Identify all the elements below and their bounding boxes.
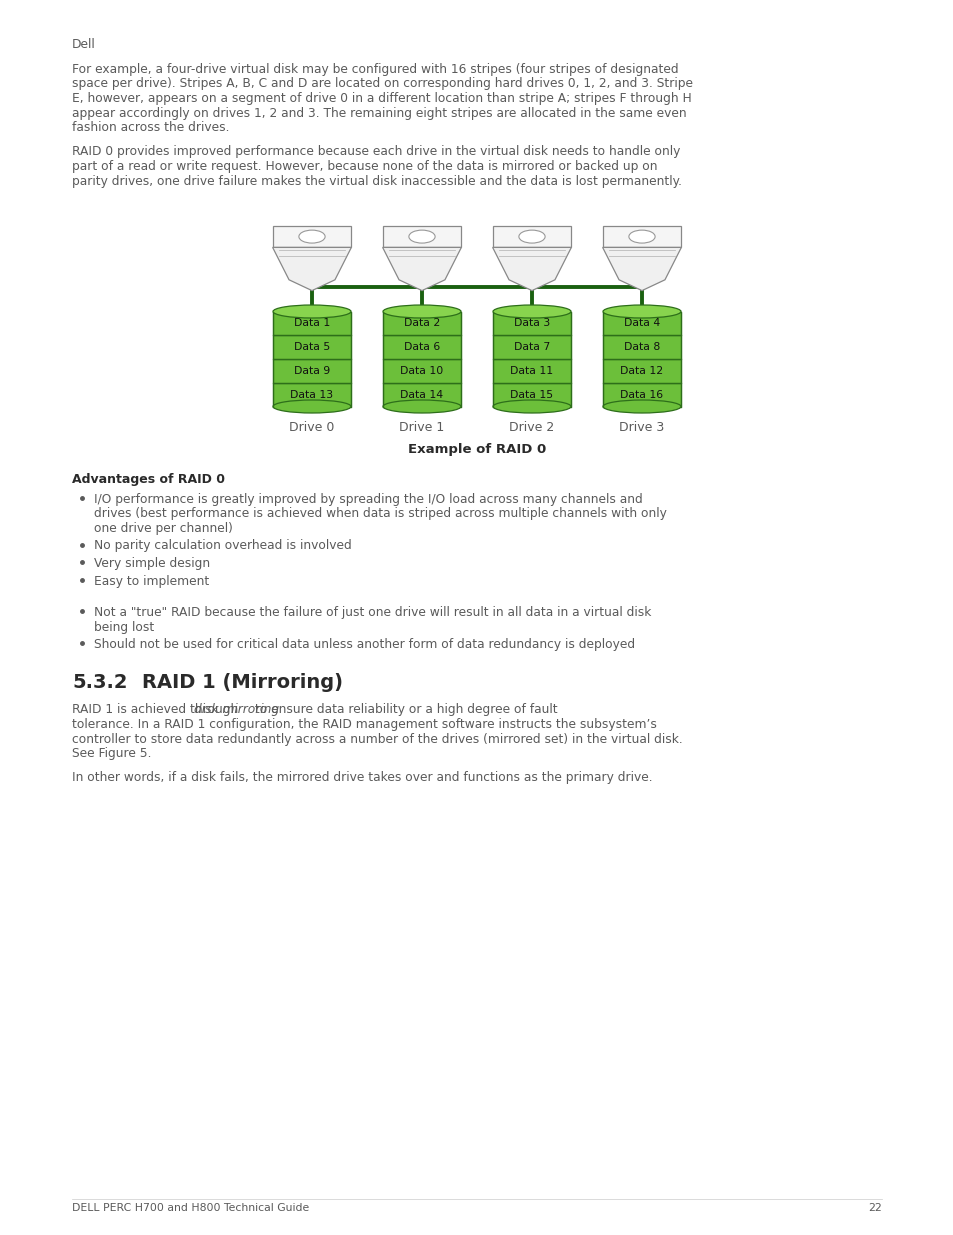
Polygon shape [493, 311, 571, 335]
Text: Drive 0: Drive 0 [289, 421, 335, 433]
Text: Data 2: Data 2 [403, 319, 439, 329]
Polygon shape [273, 359, 351, 383]
Text: Drive 2: Drive 2 [509, 421, 554, 433]
Text: Data 16: Data 16 [619, 389, 663, 400]
Text: Data 6: Data 6 [403, 342, 439, 352]
Text: E, however, appears on a segment of drive 0 in a different location than stripe : E, however, appears on a segment of driv… [71, 91, 691, 105]
Text: For example, a four-drive virtual disk may be configured with 16 stripes (four s: For example, a four-drive virtual disk m… [71, 63, 678, 77]
Polygon shape [382, 383, 460, 406]
Text: I/O performance is greatly improved by spreading the I/O load across many channe: I/O performance is greatly improved by s… [94, 493, 642, 506]
Polygon shape [273, 226, 351, 247]
Polygon shape [382, 335, 460, 359]
Polygon shape [602, 311, 680, 335]
Polygon shape [493, 335, 571, 359]
Ellipse shape [382, 400, 460, 412]
Polygon shape [602, 335, 680, 359]
Text: Data 14: Data 14 [400, 389, 443, 400]
Text: RAID 0 provides improved performance because each drive in the virtual disk need: RAID 0 provides improved performance bec… [71, 146, 679, 158]
Text: 5.3.2: 5.3.2 [71, 673, 128, 693]
Polygon shape [273, 247, 351, 290]
Text: appear accordingly on drives 1, 2 and 3. The remaining eight stripes are allocat: appear accordingly on drives 1, 2 and 3.… [71, 106, 686, 120]
Ellipse shape [273, 400, 351, 412]
Text: part of a read or write request. However, because none of the data is mirrored o: part of a read or write request. However… [71, 161, 657, 173]
Text: Not a "true" RAID because the failure of just one drive will result in all data : Not a "true" RAID because the failure of… [94, 606, 651, 619]
Ellipse shape [602, 305, 680, 317]
Text: Advantages of RAID 0: Advantages of RAID 0 [71, 473, 225, 487]
Text: Should not be used for critical data unless another form of data redundancy is d: Should not be used for critical data unl… [94, 638, 635, 651]
Ellipse shape [493, 400, 571, 412]
Ellipse shape [382, 305, 460, 317]
Ellipse shape [628, 230, 655, 243]
Text: RAID 1 (Mirroring): RAID 1 (Mirroring) [142, 673, 343, 693]
Text: Dell: Dell [71, 38, 95, 51]
Text: Data 5: Data 5 [294, 342, 330, 352]
Polygon shape [492, 247, 571, 290]
Text: tolerance. In a RAID 1 configuration, the RAID management software instructs the: tolerance. In a RAID 1 configuration, th… [71, 718, 657, 731]
Ellipse shape [493, 305, 571, 317]
Ellipse shape [518, 230, 544, 243]
Text: Data 7: Data 7 [514, 342, 550, 352]
Polygon shape [493, 383, 571, 406]
Polygon shape [382, 359, 460, 383]
Polygon shape [493, 359, 571, 383]
Text: space per drive). Stripes A, B, C and D are located on corresponding hard drives: space per drive). Stripes A, B, C and D … [71, 78, 692, 90]
Text: Data 1: Data 1 [294, 319, 330, 329]
Ellipse shape [298, 230, 325, 243]
Text: Drive 3: Drive 3 [618, 421, 664, 433]
Polygon shape [273, 335, 351, 359]
Text: 22: 22 [867, 1203, 882, 1213]
Text: In other words, if a disk fails, the mirrored drive takes over and functions as : In other words, if a disk fails, the mir… [71, 772, 652, 784]
Polygon shape [382, 311, 460, 335]
Ellipse shape [409, 230, 435, 243]
Text: controller to store data redundantly across a number of the drives (mirrored set: controller to store data redundantly acr… [71, 732, 682, 746]
Ellipse shape [602, 400, 680, 412]
Text: Data 11: Data 11 [510, 366, 553, 375]
Text: being lost: being lost [94, 620, 154, 634]
Text: Data 15: Data 15 [510, 389, 553, 400]
Text: Data 9: Data 9 [294, 366, 330, 375]
Text: to ensure data reliability or a high degree of fault: to ensure data reliability or a high deg… [251, 704, 558, 716]
Polygon shape [382, 226, 461, 247]
Text: See Figure 5.: See Figure 5. [71, 747, 152, 760]
Text: disk mirroring: disk mirroring [193, 704, 278, 716]
Text: Example of RAID 0: Example of RAID 0 [408, 443, 545, 456]
Text: Drive 1: Drive 1 [399, 421, 444, 433]
Text: one drive per channel): one drive per channel) [94, 522, 233, 535]
Polygon shape [602, 226, 680, 247]
Polygon shape [273, 383, 351, 406]
Text: No parity calculation overhead is involved: No parity calculation overhead is involv… [94, 540, 352, 552]
Text: fashion across the drives.: fashion across the drives. [71, 121, 230, 135]
Text: Data 8: Data 8 [623, 342, 659, 352]
Ellipse shape [273, 305, 351, 317]
Polygon shape [602, 247, 680, 290]
Text: Data 13: Data 13 [290, 389, 334, 400]
Text: Data 12: Data 12 [619, 366, 663, 375]
Polygon shape [382, 247, 461, 290]
Text: Very simple design: Very simple design [94, 557, 210, 571]
Text: Data 4: Data 4 [623, 319, 659, 329]
Text: Data 3: Data 3 [514, 319, 550, 329]
Polygon shape [602, 383, 680, 406]
Text: drives (best performance is achieved when data is striped across multiple channe: drives (best performance is achieved whe… [94, 508, 666, 520]
Polygon shape [492, 226, 571, 247]
Text: RAID 1 is achieved through: RAID 1 is achieved through [71, 704, 242, 716]
Text: Easy to implement: Easy to implement [94, 574, 209, 588]
Text: parity drives, one drive failure makes the virtual disk inaccessible and the dat: parity drives, one drive failure makes t… [71, 174, 681, 188]
Polygon shape [273, 311, 351, 335]
Text: Data 10: Data 10 [400, 366, 443, 375]
Text: DELL PERC H700 and H800 Technical Guide: DELL PERC H700 and H800 Technical Guide [71, 1203, 309, 1213]
Polygon shape [602, 359, 680, 383]
